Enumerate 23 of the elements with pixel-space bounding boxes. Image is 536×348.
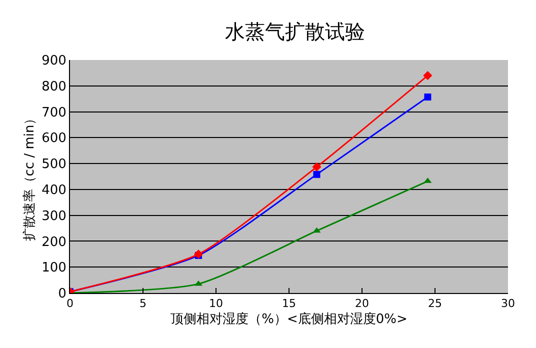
x-tick-label: 10 xyxy=(209,297,223,310)
point xyxy=(313,170,320,178)
point xyxy=(312,227,321,233)
chart-title: 水蒸气扩散试验 xyxy=(224,19,365,44)
x-tick-label: 20 xyxy=(355,297,369,310)
point xyxy=(424,94,432,101)
y-tick-label: 200 xyxy=(42,234,66,250)
y-tick-label: 600 xyxy=(42,131,66,146)
x-tick-label: 15 xyxy=(282,297,296,310)
y-tick-label: 700 xyxy=(42,105,66,120)
y-tick-label: 900 xyxy=(42,54,66,69)
point xyxy=(423,70,432,80)
y-tick-label: 500 xyxy=(42,157,66,172)
y-tick-label: 400 xyxy=(42,182,66,198)
x-tick-label: 5 xyxy=(140,297,146,310)
x-tick-label: 25 xyxy=(428,297,442,310)
y-tick-label: 100 xyxy=(42,260,66,276)
point xyxy=(312,162,322,172)
y-tick-label: 800 xyxy=(42,79,66,94)
x-tick-label: 30 xyxy=(501,297,515,310)
y-axis-title: 扩散速率（cc / min） xyxy=(22,112,38,242)
y-tick-label: 300 xyxy=(42,208,66,224)
x-axis-title: 顶侧相对湿度（%）<底侧相对湿度0%> xyxy=(170,310,408,327)
